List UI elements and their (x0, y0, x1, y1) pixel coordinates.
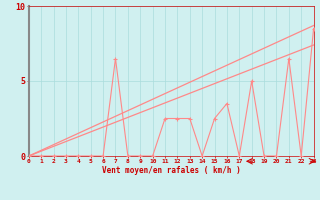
X-axis label: Vent moyen/en rafales ( km/h ): Vent moyen/en rafales ( km/h ) (102, 166, 241, 175)
